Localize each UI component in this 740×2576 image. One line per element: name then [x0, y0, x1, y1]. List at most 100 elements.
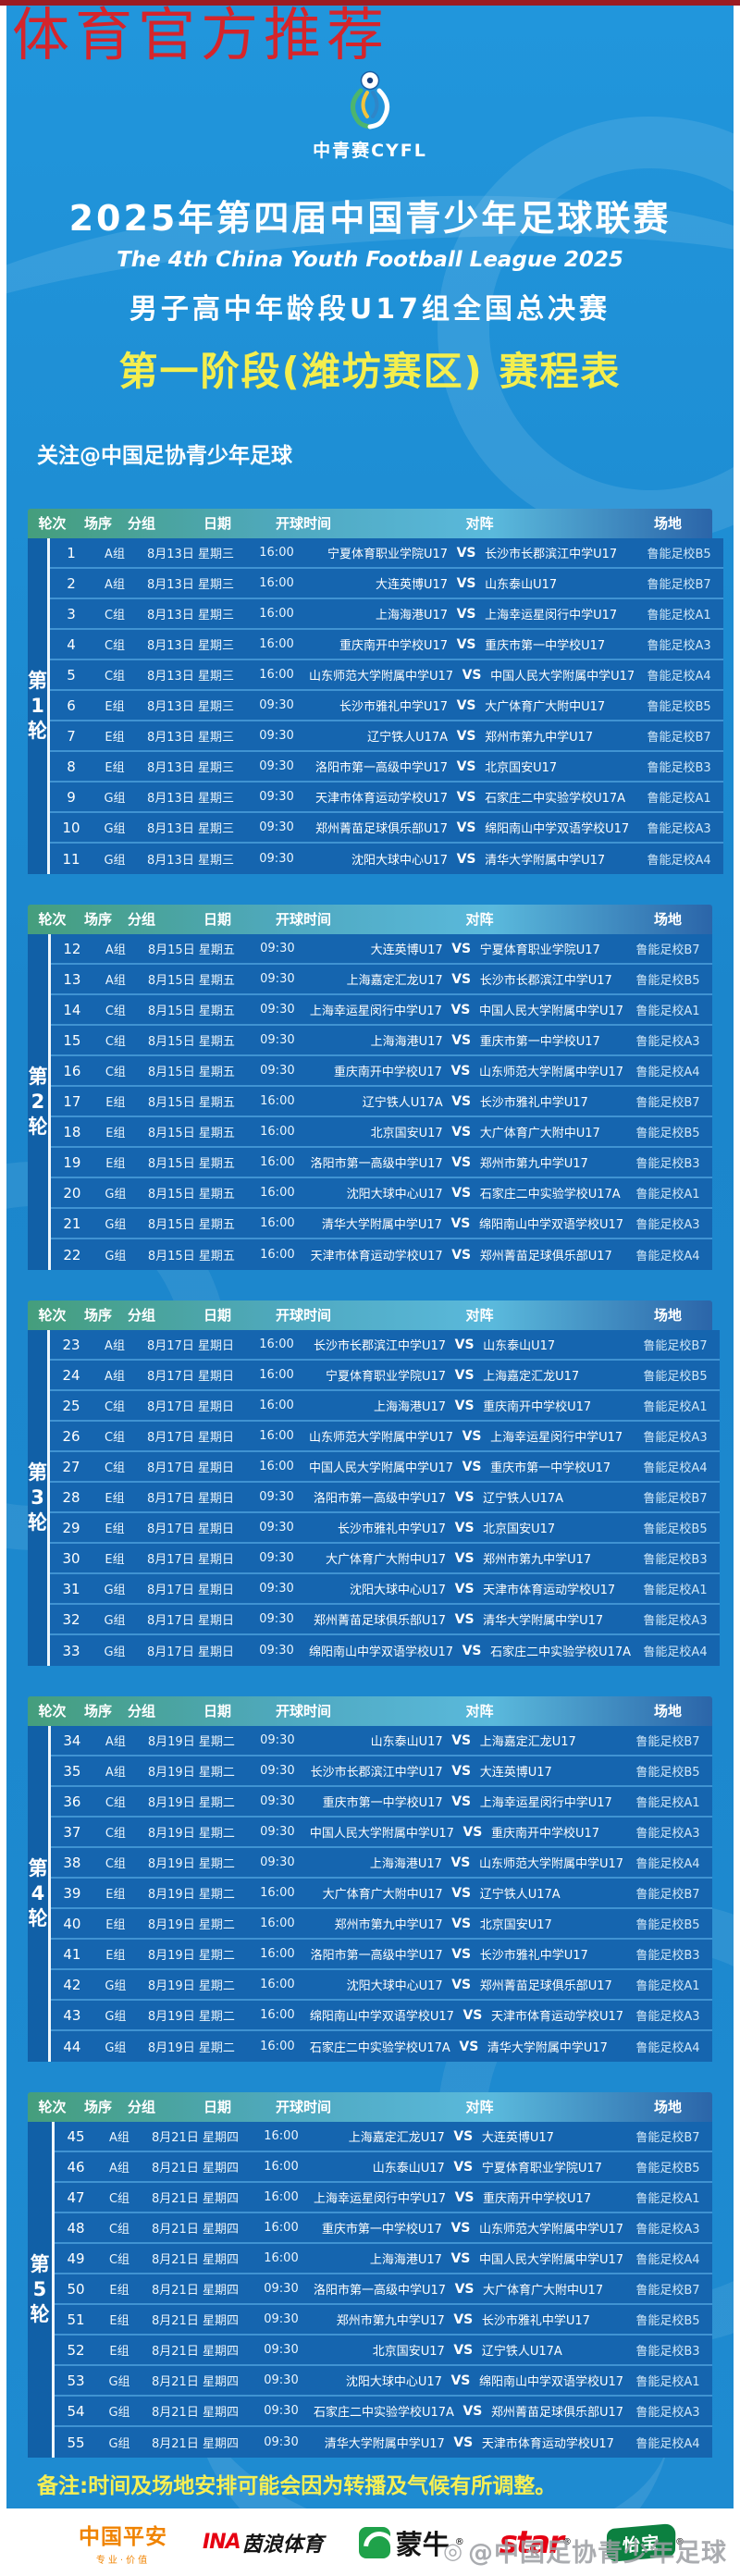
home-team-name: 洛阳市第一高级中学U17 [313, 2284, 447, 2298]
cell-group: C组 [104, 1461, 126, 1475]
cell-kickoff-time: 09:30 [260, 1855, 295, 1869]
away-team-name: 宁夏体育职业学院U17 [481, 2162, 602, 2175]
away-team-name: 辽宁铁人U17A [483, 1492, 564, 1506]
cell-group: A组 [105, 943, 126, 957]
cell-venue: 鲁能足校A1 [635, 1188, 700, 1202]
cell-kickoff-time: 09:30 [259, 729, 294, 743]
cell-away-team: 绵阳南山中学双语学校U17 [479, 1214, 623, 1232]
cell-date: 8月15日 星期五 [147, 1218, 235, 1232]
col-header-matchup: 对阵 [465, 911, 494, 928]
cell-match-no: 15 [63, 1031, 81, 1049]
cell-venue: 鲁能足校B5 [635, 1127, 700, 1140]
match-row: 41 E组 8月19日 星期二 16:00 洛阳市第一高级中学U17 VS 长沙市雅礼中学U… [50, 1940, 712, 1970]
sponsor-star-name: star [499, 2523, 564, 2561]
vs-label: VS [456, 820, 476, 835]
cell-group: E组 [105, 1888, 126, 1902]
home-team-name: 郑州菁苗足球俱乐部U17 [315, 822, 449, 836]
round-section-2: 轮次 场序 分组 日期 开球时间 对阵 场地第 2 轮 12 A组 8月15日 星期五 09:30 大连英… [28, 905, 712, 1270]
cell-match-no: 10 [62, 819, 80, 836]
poster-background: 体育官方推荐 中青赛CYFL 2025年第四届中国青少年足球联赛 The 4th… [6, 6, 734, 2508]
bottom-watermark-text: @中国足协青少年足球 [468, 2539, 727, 2568]
cell-group: C组 [108, 2223, 130, 2237]
table-body: 第 2 轮 12 A组 8月15日 星期五 09:30 大连英博U17 VS 宁夏体育职业学院U1… [28, 934, 712, 1270]
vs-label: VS [451, 1732, 472, 1748]
cell-date: 8月17日 星期日 [147, 1461, 234, 1475]
cell-home-team: 宁夏体育职业学院U17 [309, 544, 448, 561]
cell-venue: 鲁能足校A4 [647, 854, 711, 868]
cell-kickoff-time: 09:30 [264, 2435, 299, 2449]
home-team-name: 山东师范大学附属中学U17 [309, 670, 454, 684]
cell-home-team: 北京国安U17 [314, 2341, 445, 2359]
sponsor-mengniu-logo: 蒙牛 ® [358, 2523, 464, 2562]
vs-label: VS [450, 2250, 471, 2266]
cell-venue: 鲁能足校B7 [643, 1492, 708, 1506]
cell-home-team: 辽宁铁人U17A [309, 727, 448, 745]
table-body: 第 4 轮 34 A组 8月19日 星期二 09:30 山东泰山U17 VS 上海嘉定汇龙U17 鲁… [28, 1726, 712, 2062]
home-team-name: 天津市体育运动学校U17 [310, 1250, 443, 1263]
registered-mark: ® [674, 2537, 684, 2547]
away-team-name: 大广体育广大附中U17 [479, 1127, 600, 1140]
round-label-char: 1 [31, 695, 44, 717]
cell-home-team: 沈阳大球中心U17 [310, 1184, 443, 1202]
cell-date: 8月17日 星期日 [147, 1431, 234, 1445]
cell-match-no: 32 [62, 1610, 80, 1628]
vs-label: VS [451, 1763, 472, 1779]
away-team-name: 长沙市雅礼中学U17 [479, 1949, 588, 1963]
match-row: 18 E组 8月15日 星期五 16:00 北京国安U17 VS 大广体育广大附中U17 鲁能… [50, 1117, 712, 1148]
cell-venue: 鲁能足校B7 [635, 1735, 700, 1749]
home-team-name: 长沙市雅礼中学U17 [339, 700, 449, 714]
away-team-name: 长沙市长郡滨江中学U17 [485, 548, 618, 561]
away-team-name: 郑州菁苗足球俱乐部U17 [479, 1979, 612, 1993]
vs-label: VS [456, 545, 476, 561]
top-watermark-text: 体育官方推荐 [12, 6, 390, 68]
match-row: 27 C组 8月17日 星期日 16:00 中国人民大学附属中学U17 VS 重庆市第一中学… [50, 1452, 721, 1483]
cell-away-team: 天津市体育运动学校U17 [491, 2006, 623, 2024]
home-team-name: 沈阳大球中心U17 [350, 1584, 447, 1597]
cell-date: 8月15日 星期五 [147, 1127, 235, 1140]
cell-date: 8月15日 星期五 [147, 974, 235, 988]
vs-label: VS [456, 851, 476, 867]
cell-home-team: 上海嘉定汇龙U17 [314, 2127, 445, 2145]
cell-match-no: 16 [63, 1062, 81, 1079]
home-team-name: 辽宁铁人U17A [362, 1096, 443, 1110]
vs-label: VS [453, 2342, 474, 2358]
cell-match-no: 26 [62, 1427, 80, 1445]
match-row: 36 C组 8月19日 星期二 09:30 重庆市第一中学校U17 VS 上海幸运星闵行中学… [50, 1787, 712, 1818]
away-team-name: 上海幸运星闵行中学U17 [479, 1796, 612, 1810]
cell-group: A组 [105, 1735, 126, 1749]
away-team-name: 山东泰山U17 [485, 578, 558, 592]
match-rows: 12 A组 8月15日 星期五 09:30 大连英博U17 VS 宁夏体育职业学院U17 鲁能… [50, 934, 712, 1270]
cell-match-no: 31 [62, 1580, 80, 1597]
cell-date: 8月19日 星期二 [147, 1735, 235, 1749]
away-team-name: 郑州市第九中学U17 [485, 731, 594, 745]
vs-label: VS [451, 941, 472, 956]
cell-venue: 鲁能足校B7 [635, 943, 700, 957]
match-row: 46 A组 8月21日 星期四 16:00 山东泰山U17 VS 宁夏体育职业学院U17 鲁能… [54, 2152, 712, 2183]
vs-label: VS [454, 1581, 475, 1596]
col-header-date: 日期 [203, 911, 231, 928]
top-red-border [0, 0, 740, 6]
cell-match-no: 29 [62, 1519, 80, 1536]
match-row: 9 G组 8月13日 星期三 09:30 天津市体育运动学校U17 VS 石家庄二中实验学校… [50, 783, 724, 813]
match-row: 8 E组 8月13日 星期三 09:30 洛阳市第一高级中学U17 VS 北京国安U17 鲁能… [50, 752, 724, 783]
cell-away-team: 郑州市第九中学U17 [483, 1549, 631, 1567]
vs-label: VS [451, 1185, 472, 1201]
cell-match-no: 19 [63, 1153, 81, 1171]
cell-venue: 鲁能足校A4 [643, 1645, 708, 1659]
home-team-name: 宁夏体育职业学院U17 [327, 548, 449, 561]
cell-venue: 鲁能足校B7 [647, 578, 711, 592]
away-team-name: 绵阳南山中学双语学校U17 [478, 2375, 623, 2389]
home-team-name: 郑州菁苗足球俱乐部U17 [314, 1614, 447, 1628]
cell-date: 8月21日 星期四 [152, 2162, 239, 2175]
cell-home-team: 绵阳南山中学双语学校U17 [309, 1642, 453, 1659]
vs-label: VS [453, 2159, 474, 2175]
vs-label: VS [456, 789, 476, 805]
cell-group: G组 [104, 822, 126, 836]
cell-match-no: 53 [67, 2372, 85, 2389]
cell-date: 8月19日 星期二 [147, 1857, 235, 1871]
cell-kickoff-time: 09:30 [260, 1003, 295, 1017]
cell-venue: 鲁能足校B7 [635, 2284, 700, 2298]
away-team-name: 重庆南开中学校U17 [483, 1400, 592, 1414]
cell-date: 8月21日 星期四 [152, 2131, 239, 2145]
away-team-name: 中国人民大学附属中学U17 [478, 2253, 623, 2267]
